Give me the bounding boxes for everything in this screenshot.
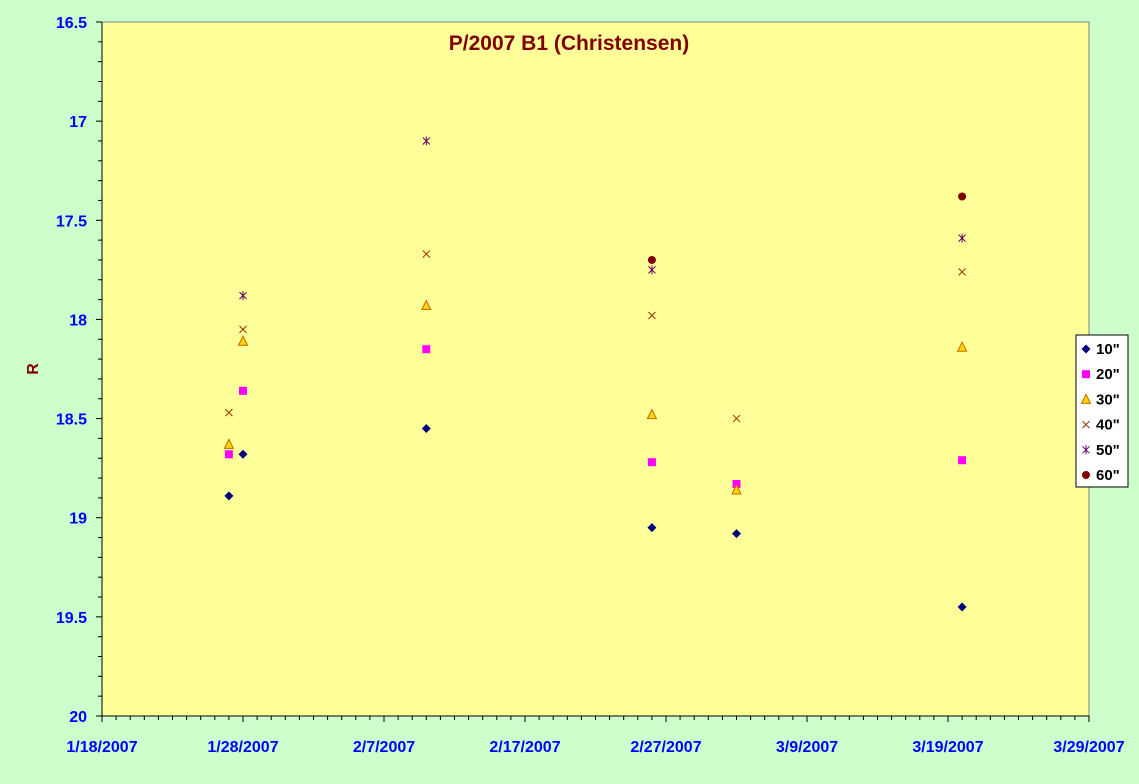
data-point: [421, 423, 431, 433]
y-tick-label: 17.5: [56, 213, 87, 230]
data-point: [648, 311, 656, 320]
data-point: [958, 456, 967, 465]
legend-marker: [1080, 393, 1092, 404]
legend-label: 60": [1096, 467, 1120, 484]
data-point: [647, 523, 657, 533]
data-point: [958, 267, 966, 276]
legend-marker: [1082, 471, 1090, 479]
x-tick-label: 1/18/2007: [66, 739, 137, 756]
data-point: [422, 136, 431, 146]
data-point: [958, 192, 967, 201]
y-tick-label: 20: [69, 709, 87, 726]
legend-label: 40": [1096, 417, 1120, 434]
data-point: [647, 255, 656, 264]
data-point: [732, 529, 741, 539]
series-3: [225, 250, 966, 423]
y-tick-label: 19: [69, 511, 87, 528]
data-point: [239, 325, 247, 334]
y-tick-label: 17: [69, 114, 87, 131]
legend-marker: [1082, 420, 1090, 429]
data-point: [732, 414, 741, 423]
data-point: [237, 335, 249, 346]
x-tick-label: 1/28/2007: [207, 739, 278, 756]
x-tick-label: 3/29/2007: [1053, 739, 1124, 756]
legend-label: 10": [1096, 341, 1120, 358]
data-point: [238, 449, 248, 459]
y-tick-label: 19.5: [56, 610, 87, 627]
data-point: [239, 291, 247, 301]
data-point: [956, 341, 968, 352]
legend: 10" 20" 30" 40" 50" 60": [1075, 334, 1129, 488]
series-4: [239, 136, 966, 301]
legend-marker: [1081, 344, 1091, 354]
data-point: [958, 233, 966, 243]
x-tick-label: 2/27/2007: [630, 739, 701, 756]
data-point: [731, 483, 742, 495]
chart-title: P/2007 B1 (Christensen): [449, 32, 689, 55]
x-tick-label: 2/17/2007: [489, 739, 560, 756]
data-point: [648, 265, 656, 275]
series-2: [223, 299, 968, 495]
legend-label: 50": [1096, 442, 1120, 459]
series-5: [647, 192, 967, 264]
data-point: [422, 250, 431, 258]
y-tick-label: 18: [69, 312, 87, 329]
y-axis: 16.5 17 17.5 18 18.5 19 19.5 20: [56, 15, 103, 726]
legend-label: 30": [1096, 391, 1120, 408]
data-point: [957, 602, 967, 612]
data-point: [646, 408, 658, 420]
legend-label: 20": [1096, 366, 1120, 383]
y-tick-label: 16.5: [56, 15, 87, 32]
x-tick-label: 3/19/2007: [912, 739, 983, 756]
x-axis: 1/18/2007 1/28/2007 2/7/2007 2/17/2007 2/27/…: [66, 715, 1125, 756]
data-point: [239, 386, 247, 395]
data-points: [223, 136, 968, 612]
data-point: [225, 408, 233, 417]
legend-marker: [1082, 445, 1090, 455]
data-point: [422, 345, 431, 354]
data-point: [224, 491, 234, 501]
legend-marker: [1082, 370, 1090, 379]
x-tick-label: 2/7/2007: [353, 739, 415, 756]
data-point: [223, 438, 235, 449]
data-point: [224, 450, 233, 459]
data-point: [420, 299, 432, 311]
y-tick-label: 18.5: [56, 412, 87, 429]
series-0: [224, 423, 967, 612]
y-axis-label: R: [25, 363, 42, 375]
legend-box: [1075, 334, 1129, 488]
plot-area: [101, 21, 1090, 717]
data-point: [647, 458, 656, 467]
x-tick-label: 3/9/2007: [776, 739, 838, 756]
